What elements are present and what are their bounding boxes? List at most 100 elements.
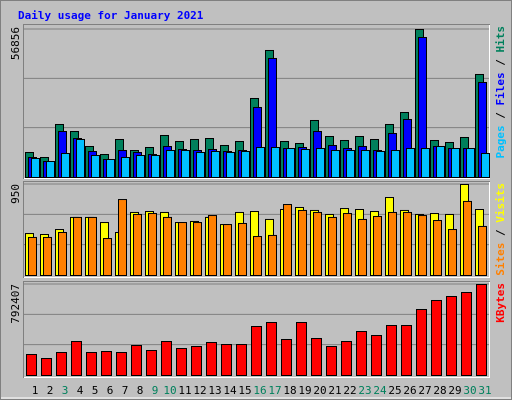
bar — [176, 347, 187, 377]
x-tick-label: 6 — [107, 384, 114, 397]
x-tick-label: 30 — [463, 384, 476, 397]
bar — [376, 150, 385, 178]
bar — [301, 148, 310, 179]
legend-separator: / — [494, 59, 507, 66]
legend-entry: KBytes — [494, 283, 507, 323]
bar — [391, 149, 400, 178]
bar — [388, 211, 397, 276]
bar — [451, 147, 460, 179]
bar — [271, 146, 280, 178]
panel-edge — [24, 182, 490, 278]
bar — [406, 147, 415, 179]
bar — [356, 330, 367, 377]
bar — [343, 213, 352, 277]
y-tick-label: 56856 — [9, 27, 22, 60]
bar — [28, 236, 37, 276]
bar — [31, 157, 40, 178]
bar — [446, 295, 457, 376]
x-tick-label: 21 — [328, 384, 341, 397]
bar — [163, 216, 172, 277]
x-tick-label: 9 — [152, 384, 159, 397]
x-tick-label: 20 — [313, 384, 326, 397]
bar — [373, 215, 382, 276]
x-tick-label: 13 — [208, 384, 221, 397]
bar — [281, 338, 292, 377]
chart-title: Daily usage for January 2021 — [18, 9, 204, 22]
x-tick-label: 8 — [137, 384, 144, 397]
bar — [401, 324, 412, 377]
bar — [361, 149, 370, 178]
bar — [56, 351, 67, 376]
bar — [73, 216, 82, 277]
bar — [371, 334, 382, 376]
bar — [481, 152, 490, 178]
legend-entry: Files — [494, 72, 507, 105]
bar — [241, 150, 250, 178]
bar — [238, 222, 247, 276]
y-tick-label: 950 — [9, 184, 22, 204]
bar — [26, 353, 37, 377]
bar — [436, 145, 445, 178]
bar — [223, 224, 232, 276]
legend-entry: Hits — [494, 26, 507, 53]
legend-entry: Sites — [494, 243, 507, 276]
panel-edge — [23, 181, 490, 278]
x-tick-label: 12 — [193, 384, 206, 397]
legend-separator: / — [494, 229, 507, 236]
bar — [166, 149, 175, 178]
bar — [133, 213, 142, 276]
x-tick-label: 28 — [433, 384, 446, 397]
x-tick-label: 31 — [478, 384, 491, 397]
bar — [403, 211, 412, 276]
bar — [208, 215, 217, 276]
bar — [341, 340, 352, 376]
bar — [418, 215, 427, 276]
bar — [221, 343, 232, 376]
legend-separator — [494, 53, 507, 60]
bar — [268, 234, 277, 277]
bar — [178, 222, 187, 277]
bar — [118, 199, 127, 276]
x-tick-label: 4 — [77, 384, 84, 397]
bar — [191, 345, 202, 377]
x-tick-label: 26 — [403, 384, 416, 397]
legend-separator — [494, 236, 507, 243]
bar — [106, 158, 115, 178]
y-tick-label: 792407 — [9, 284, 22, 324]
bar — [476, 284, 487, 376]
bar — [103, 238, 112, 277]
x-tick-label: 14 — [223, 384, 237, 397]
x-tick-label: 29 — [448, 384, 461, 397]
bar — [316, 147, 325, 179]
bar — [86, 351, 97, 376]
bar — [433, 220, 442, 277]
x-tick-label: 22 — [343, 384, 356, 397]
legend-separator — [494, 119, 507, 126]
bar — [41, 357, 52, 376]
bar — [346, 149, 355, 178]
bar — [253, 236, 262, 277]
x-tick-label: 25 — [388, 384, 401, 397]
bar — [61, 152, 70, 178]
bar — [286, 147, 295, 179]
bar — [88, 216, 97, 277]
bar — [463, 200, 472, 277]
x-tick-label: 19 — [298, 384, 311, 397]
panel-edge — [24, 282, 490, 378]
bar — [296, 321, 307, 376]
bar — [76, 138, 85, 178]
legend-entry: Visits — [494, 183, 507, 223]
bar — [71, 340, 82, 376]
x-tick-label: 11 — [178, 384, 191, 397]
x-tick-label: 23 — [358, 384, 371, 397]
x-tick-label: 7 — [122, 384, 129, 397]
bar — [461, 291, 472, 376]
bar — [91, 154, 100, 178]
x-tick-label: 1 — [32, 384, 39, 397]
bar — [193, 222, 202, 277]
x-tick-label: 10 — [163, 384, 176, 397]
bar — [331, 149, 340, 178]
legend-separator: / — [494, 112, 507, 119]
bar — [326, 345, 337, 377]
x-tick-label: 5 — [92, 384, 99, 397]
